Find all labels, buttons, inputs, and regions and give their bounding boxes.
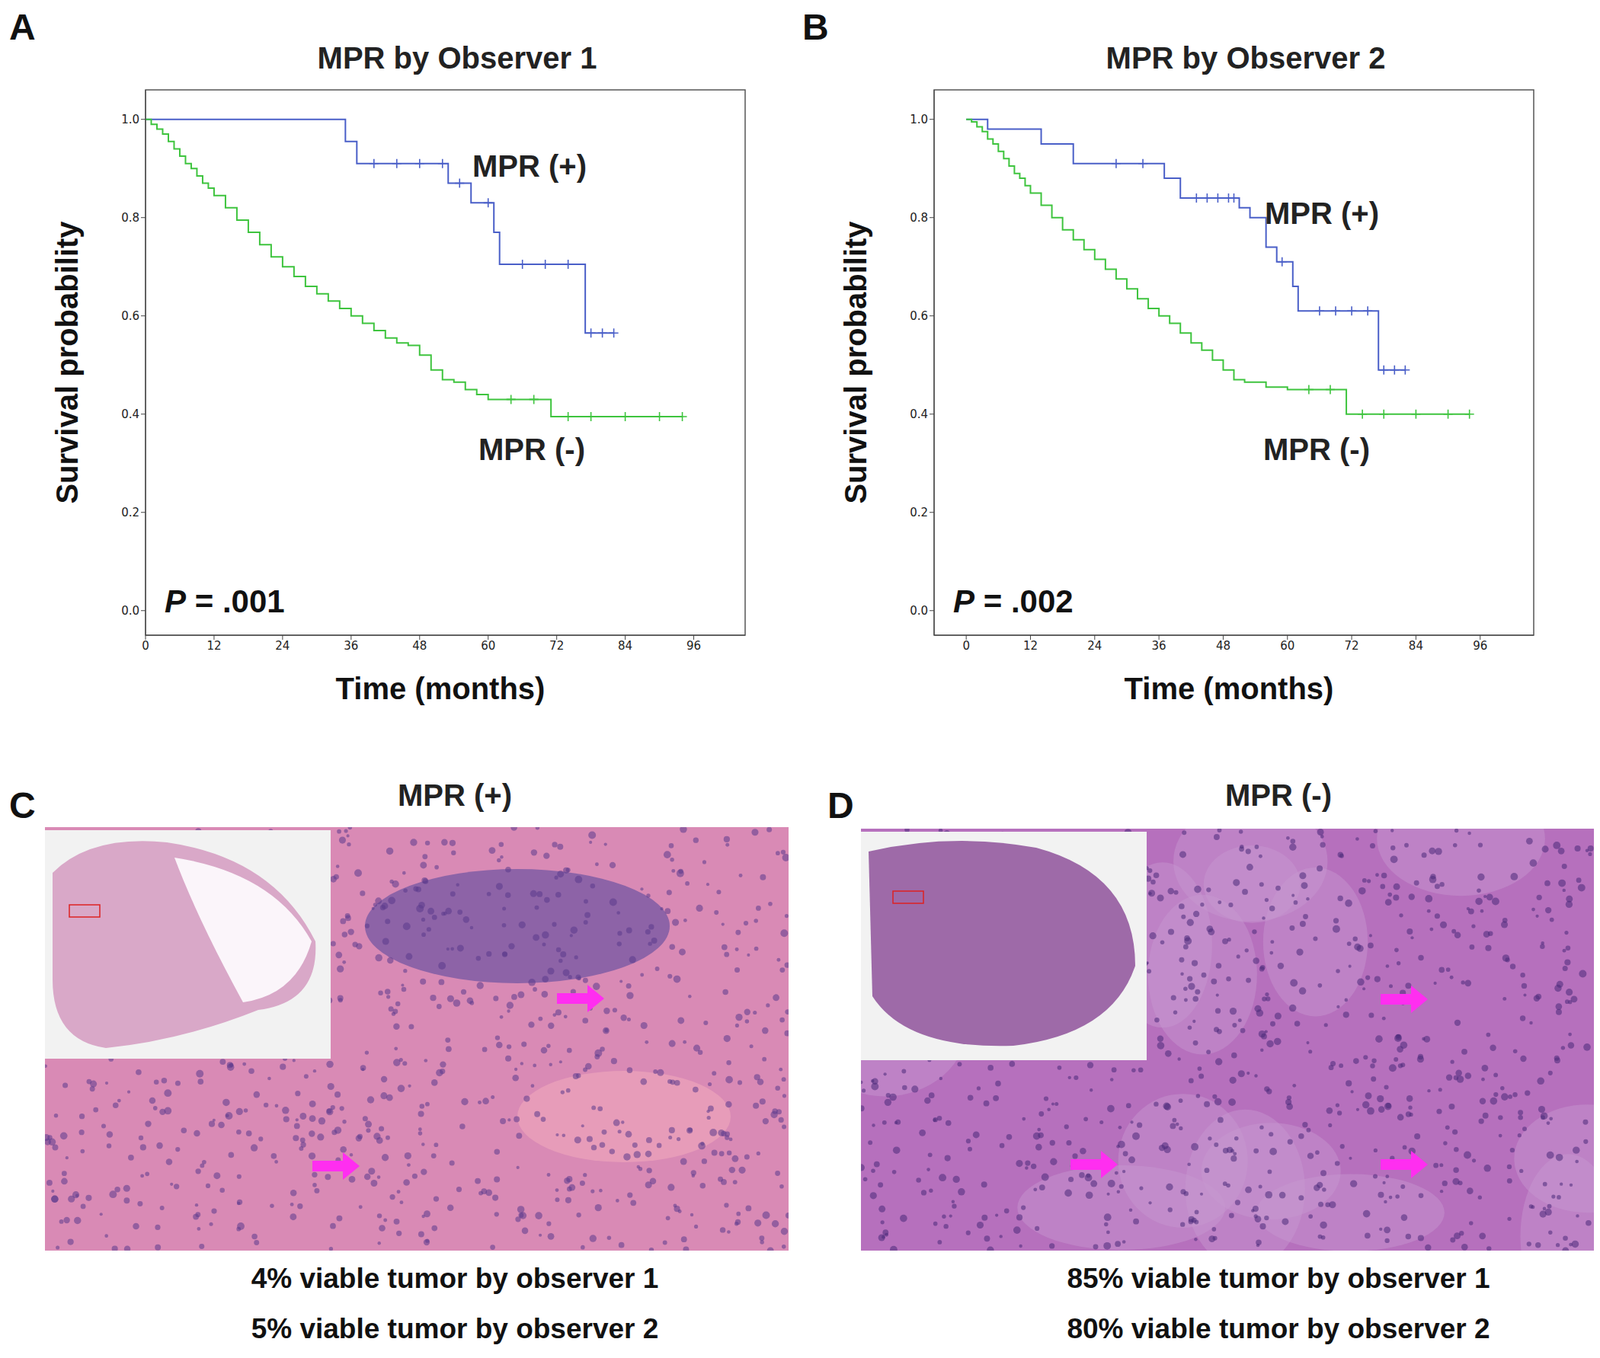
svg-text:36: 36 xyxy=(1152,639,1167,653)
html-text:D: D xyxy=(827,785,854,826)
svg-text:0: 0 xyxy=(962,639,970,653)
svg-text:1.0: 1.0 xyxy=(121,112,140,127)
html-text:Survival probability: Survival probability xyxy=(49,221,84,505)
svg-text:72: 72 xyxy=(549,639,564,653)
svg-text:0.8: 0.8 xyxy=(909,211,928,225)
html-text:MPR (+): MPR (+) xyxy=(1264,196,1380,231)
html-text:MPR by Observer 1: MPR by Observer 1 xyxy=(317,41,597,75)
svg-text:72: 72 xyxy=(1344,639,1360,653)
html-text:MPR (+): MPR (+) xyxy=(397,778,512,813)
svg-text:0.0: 0.0 xyxy=(909,604,928,618)
html-text:MPR (-): MPR (-) xyxy=(478,432,586,467)
svg-text:84: 84 xyxy=(617,639,633,653)
svg-text:96: 96 xyxy=(1472,639,1488,653)
svg-text:0.6: 0.6 xyxy=(909,309,928,324)
html-text:Time (months): Time (months) xyxy=(335,672,546,706)
svg-text:36: 36 xyxy=(343,639,359,653)
svg-text:0.4: 0.4 xyxy=(909,407,928,422)
svg-text:12: 12 xyxy=(1023,639,1038,653)
svg-text:0: 0 xyxy=(141,639,150,653)
html-text:P = .001: P = .001 xyxy=(164,583,285,620)
svg-text:12: 12 xyxy=(206,639,221,653)
svg-text:0.2: 0.2 xyxy=(121,505,140,520)
html-text:MPR (-): MPR (-) xyxy=(1263,432,1370,467)
svg-text:24: 24 xyxy=(275,639,290,653)
svg-text:60: 60 xyxy=(1280,639,1295,653)
svg-text:60: 60 xyxy=(480,639,496,653)
html-text:A: A xyxy=(9,6,36,48)
html-text:P = .002: P = .002 xyxy=(953,583,1074,620)
html-text:B: B xyxy=(802,6,829,48)
svg-text:96: 96 xyxy=(686,639,701,653)
svg-text:0.6: 0.6 xyxy=(121,309,140,324)
svg-text:0.8: 0.8 xyxy=(121,211,140,225)
html-text:Survival probability: Survival probability xyxy=(838,221,872,505)
svg-text:0.2: 0.2 xyxy=(909,505,928,520)
svg-text:48: 48 xyxy=(412,639,427,653)
html-text:4% viable tumor by observer 1: 4% viable tumor by observer 1 xyxy=(251,1263,659,1295)
html-text:MPR (+): MPR (+) xyxy=(472,149,587,183)
svg-text:1.0: 1.0 xyxy=(909,112,928,127)
html-text:MPR by Observer 2: MPR by Observer 2 xyxy=(1105,41,1386,75)
svg-text:0.0: 0.0 xyxy=(121,604,140,618)
svg-text:48: 48 xyxy=(1216,639,1231,653)
html-text:C: C xyxy=(9,785,36,826)
svg-text:84: 84 xyxy=(1408,639,1424,653)
svg-text:24: 24 xyxy=(1087,639,1102,653)
html-text:5% viable tumor by observer 2: 5% viable tumor by observer 2 xyxy=(251,1313,659,1345)
html-text:80% viable tumor by observer 2: 80% viable tumor by observer 2 xyxy=(1066,1313,1490,1345)
svg-text:0.4: 0.4 xyxy=(121,407,140,422)
html-text:85% viable tumor by observer 1: 85% viable tumor by observer 1 xyxy=(1066,1263,1490,1295)
html-text:MPR (-): MPR (-) xyxy=(1225,778,1332,813)
html-text:Time (months): Time (months) xyxy=(1124,672,1334,706)
